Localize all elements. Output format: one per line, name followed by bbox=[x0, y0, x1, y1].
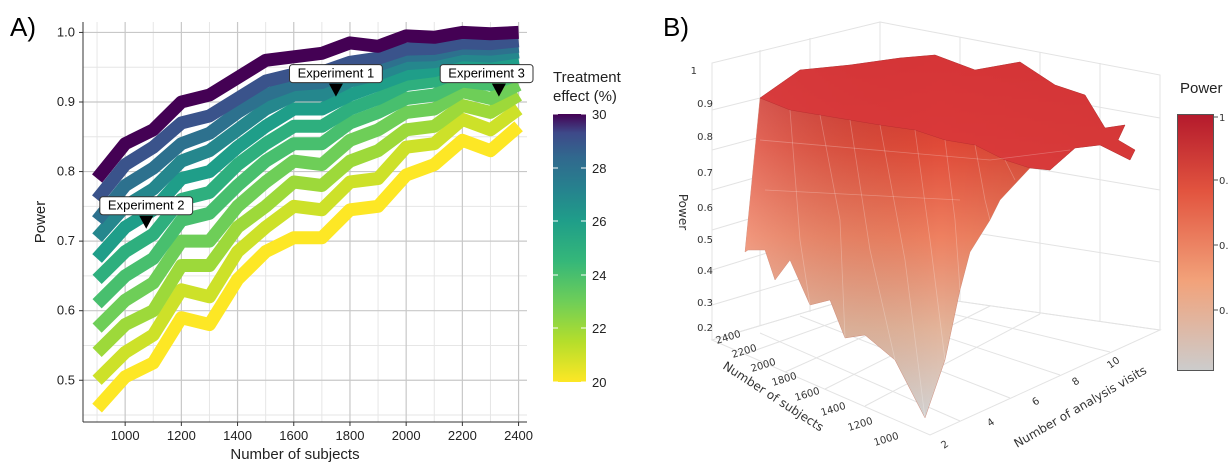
panel-b-label: B) bbox=[663, 12, 689, 42]
svg-text:0.5: 0.5 bbox=[697, 235, 713, 246]
svg-text:0.6: 0.6 bbox=[697, 203, 713, 214]
panel-a-legend-title-line2: effect (%) bbox=[553, 88, 617, 105]
annotation-label: Experiment 2 bbox=[108, 198, 185, 213]
panel-a-chart: 1000 1200 1400 1600 1800 2000 2200 2400 0.5 0.6 0.… bbox=[32, 22, 533, 463]
y-tick-label: 0.7 bbox=[57, 233, 75, 248]
panel-b-legend-tick: 1 bbox=[1219, 113, 1225, 124]
panel-a-colorbar bbox=[553, 114, 586, 382]
svg-text:1400: 1400 bbox=[820, 401, 848, 419]
x-tick-label: 2000 bbox=[392, 428, 421, 443]
svg-text:6: 6 bbox=[1030, 396, 1042, 409]
y-tick-label: 0.6 bbox=[57, 303, 75, 318]
svg-text:1800: 1800 bbox=[771, 371, 799, 389]
x-tick-label: 1400 bbox=[223, 428, 252, 443]
svg-text:1200: 1200 bbox=[847, 416, 875, 434]
x-tick-label: 1000 bbox=[111, 428, 140, 443]
svg-text:2400: 2400 bbox=[715, 329, 743, 347]
panel-a-legend-title-line1: Treatment bbox=[553, 69, 622, 86]
x-tick-label: 1800 bbox=[336, 428, 365, 443]
svg-text:0.7: 0.7 bbox=[697, 168, 713, 179]
panel-b-legend-tick: 0. bbox=[1219, 176, 1229, 187]
svg-text:0.9: 0.9 bbox=[697, 99, 713, 110]
panel-b-legend-tick: 0. bbox=[1219, 306, 1229, 317]
panel-a-legend-tick: 24 bbox=[592, 268, 606, 283]
x-tick-label: 2400 bbox=[504, 428, 533, 443]
svg-text:10: 10 bbox=[1105, 355, 1122, 371]
svg-text:1000: 1000 bbox=[873, 431, 901, 449]
x-axis-title: Number of subjects bbox=[230, 446, 359, 463]
panel-b-colorbar bbox=[1178, 115, 1214, 371]
panel-b-legend-title: Power bbox=[1180, 80, 1223, 97]
panel-a-legend-tick: 22 bbox=[592, 321, 606, 336]
panel-a-legend-tick: 30 bbox=[592, 107, 606, 122]
svg-text:4: 4 bbox=[985, 417, 997, 430]
panel-b-y-axis-title: Number of analysis visits bbox=[1012, 363, 1150, 451]
x-tick-label: 1600 bbox=[279, 428, 308, 443]
x-tick-label: 1200 bbox=[167, 428, 196, 443]
svg-text:0.3: 0.3 bbox=[697, 298, 713, 309]
y-tick-label: 0.9 bbox=[57, 94, 75, 109]
panel-a-legend-tick: 28 bbox=[592, 161, 606, 176]
svg-text:1: 1 bbox=[691, 66, 697, 77]
svg-text:2: 2 bbox=[939, 439, 951, 452]
panel-b-x-ticks: 2400 2200 2000 1800 1600 1400 1200 1000 bbox=[715, 329, 901, 449]
panel-b-z-ticks: 1 0.9 0.8 0.7 0.6 0.5 0.4 0.3 0.2 bbox=[691, 66, 713, 334]
annotation-label: Experiment 3 bbox=[448, 66, 525, 81]
svg-text:0.4: 0.4 bbox=[697, 266, 713, 277]
svg-text:0.8: 0.8 bbox=[697, 132, 713, 143]
y-tick-label: 0.8 bbox=[57, 164, 75, 179]
x-tick-label: 2200 bbox=[448, 428, 477, 443]
svg-text:0.2: 0.2 bbox=[697, 323, 713, 334]
panel-a-legend-tick: 26 bbox=[592, 214, 606, 229]
y-tick-label: 1.0 bbox=[57, 24, 75, 39]
svg-text:8: 8 bbox=[1070, 376, 1082, 389]
annotation-label: Experiment 1 bbox=[298, 66, 375, 81]
y-tick-label: 0.5 bbox=[57, 372, 75, 387]
panel-b-z-axis-title: Power bbox=[676, 194, 690, 230]
panel-b-legend-tick: 0. bbox=[1219, 241, 1229, 252]
panel-a-legend-tick: 20 bbox=[592, 375, 606, 390]
svg-text:2000: 2000 bbox=[750, 357, 778, 375]
y-axis-title: Power bbox=[32, 201, 49, 244]
panel-a-label: A) bbox=[10, 12, 36, 42]
svg-text:1600: 1600 bbox=[794, 386, 822, 404]
